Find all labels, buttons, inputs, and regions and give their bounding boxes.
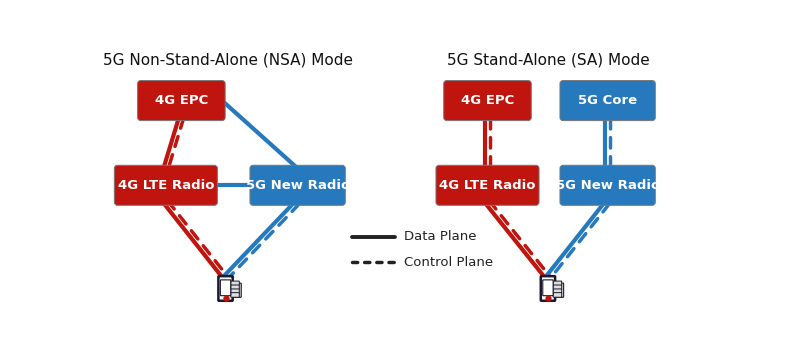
Text: Control Plane: Control Plane — [404, 256, 493, 269]
Text: 5G Core: 5G Core — [578, 94, 637, 107]
FancyBboxPatch shape — [230, 289, 239, 293]
FancyBboxPatch shape — [220, 280, 230, 296]
Text: 4G EPC: 4G EPC — [461, 94, 514, 107]
FancyBboxPatch shape — [230, 293, 239, 297]
FancyBboxPatch shape — [114, 165, 218, 205]
FancyBboxPatch shape — [553, 283, 564, 297]
FancyBboxPatch shape — [560, 165, 655, 205]
FancyBboxPatch shape — [444, 81, 531, 121]
FancyBboxPatch shape — [560, 81, 655, 121]
FancyBboxPatch shape — [230, 281, 239, 286]
FancyBboxPatch shape — [553, 293, 562, 297]
FancyBboxPatch shape — [230, 283, 242, 297]
Text: 4G EPC: 4G EPC — [154, 94, 208, 107]
Text: 5G New Radio: 5G New Radio — [246, 179, 350, 192]
FancyBboxPatch shape — [553, 289, 562, 293]
FancyBboxPatch shape — [230, 285, 239, 290]
Text: 4G LTE Radio: 4G LTE Radio — [439, 179, 536, 192]
FancyBboxPatch shape — [436, 165, 539, 205]
FancyBboxPatch shape — [553, 281, 562, 286]
FancyBboxPatch shape — [250, 165, 346, 205]
FancyBboxPatch shape — [542, 280, 553, 296]
Text: 5G Non-Stand-Alone (NSA) Mode: 5G Non-Stand-Alone (NSA) Mode — [103, 52, 353, 67]
FancyBboxPatch shape — [553, 285, 562, 290]
Text: 5G New Radio: 5G New Radio — [555, 179, 660, 192]
Text: 4G LTE Radio: 4G LTE Radio — [118, 179, 214, 192]
FancyBboxPatch shape — [541, 276, 555, 301]
Text: 5G Stand-Alone (SA) Mode: 5G Stand-Alone (SA) Mode — [446, 52, 650, 67]
FancyBboxPatch shape — [218, 276, 233, 301]
Text: Data Plane: Data Plane — [404, 230, 476, 243]
FancyBboxPatch shape — [138, 81, 225, 121]
